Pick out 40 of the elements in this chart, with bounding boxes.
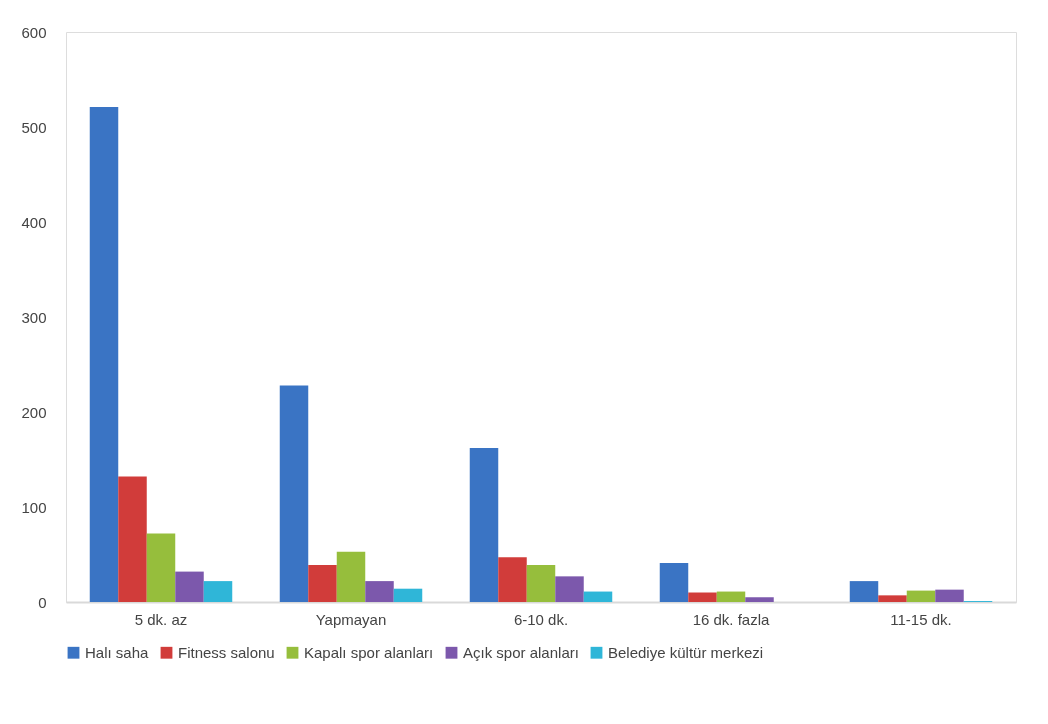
y-tick-label: 600: [21, 23, 47, 41]
bar: [688, 592, 717, 602]
bar: [89, 107, 119, 602]
bar: [308, 564, 337, 602]
legend-label: Açık spor alanları: [463, 643, 579, 661]
bar: [526, 564, 556, 602]
x-tick-label: 11-15 dk.: [890, 610, 952, 628]
bar: [203, 581, 233, 602]
bar: [393, 588, 423, 602]
y-tick-label: 400: [21, 213, 47, 231]
bar: [279, 385, 309, 602]
bar: [745, 597, 774, 602]
bar: [555, 576, 584, 602]
x-tick-label: 6-10 dk.: [513, 610, 569, 628]
legend-label: Belediye kültür merkezi: [608, 643, 764, 661]
bar: [118, 476, 147, 602]
x-tick-label: 16 dk. fazla: [692, 610, 771, 628]
y-tick-label: 300: [21, 308, 47, 326]
legend-label: Halı saha: [85, 643, 150, 661]
bar: [906, 590, 936, 602]
bar: [583, 591, 613, 602]
y-tick-label: 200: [21, 403, 47, 421]
legend-label: Kapalı spor alanları: [304, 643, 434, 661]
bar: [469, 448, 499, 602]
bar: [935, 589, 964, 602]
bar: [336, 551, 366, 602]
legend-label: Fitness salonu: [178, 643, 275, 661]
y-tick-label: 0: [38, 593, 47, 611]
bar: [849, 581, 879, 602]
x-tick-label: Yapmayan: [315, 610, 387, 628]
y-tick-label: 500: [21, 118, 47, 136]
bar: [175, 571, 204, 602]
bar: [365, 581, 394, 602]
bar: [146, 533, 176, 602]
bar: [498, 557, 527, 602]
x-tick-label: 5 dk. az: [134, 610, 188, 628]
y-tick-label: 100: [21, 498, 47, 516]
bar: [878, 595, 907, 602]
bar: [716, 591, 746, 602]
bar: [659, 563, 689, 602]
